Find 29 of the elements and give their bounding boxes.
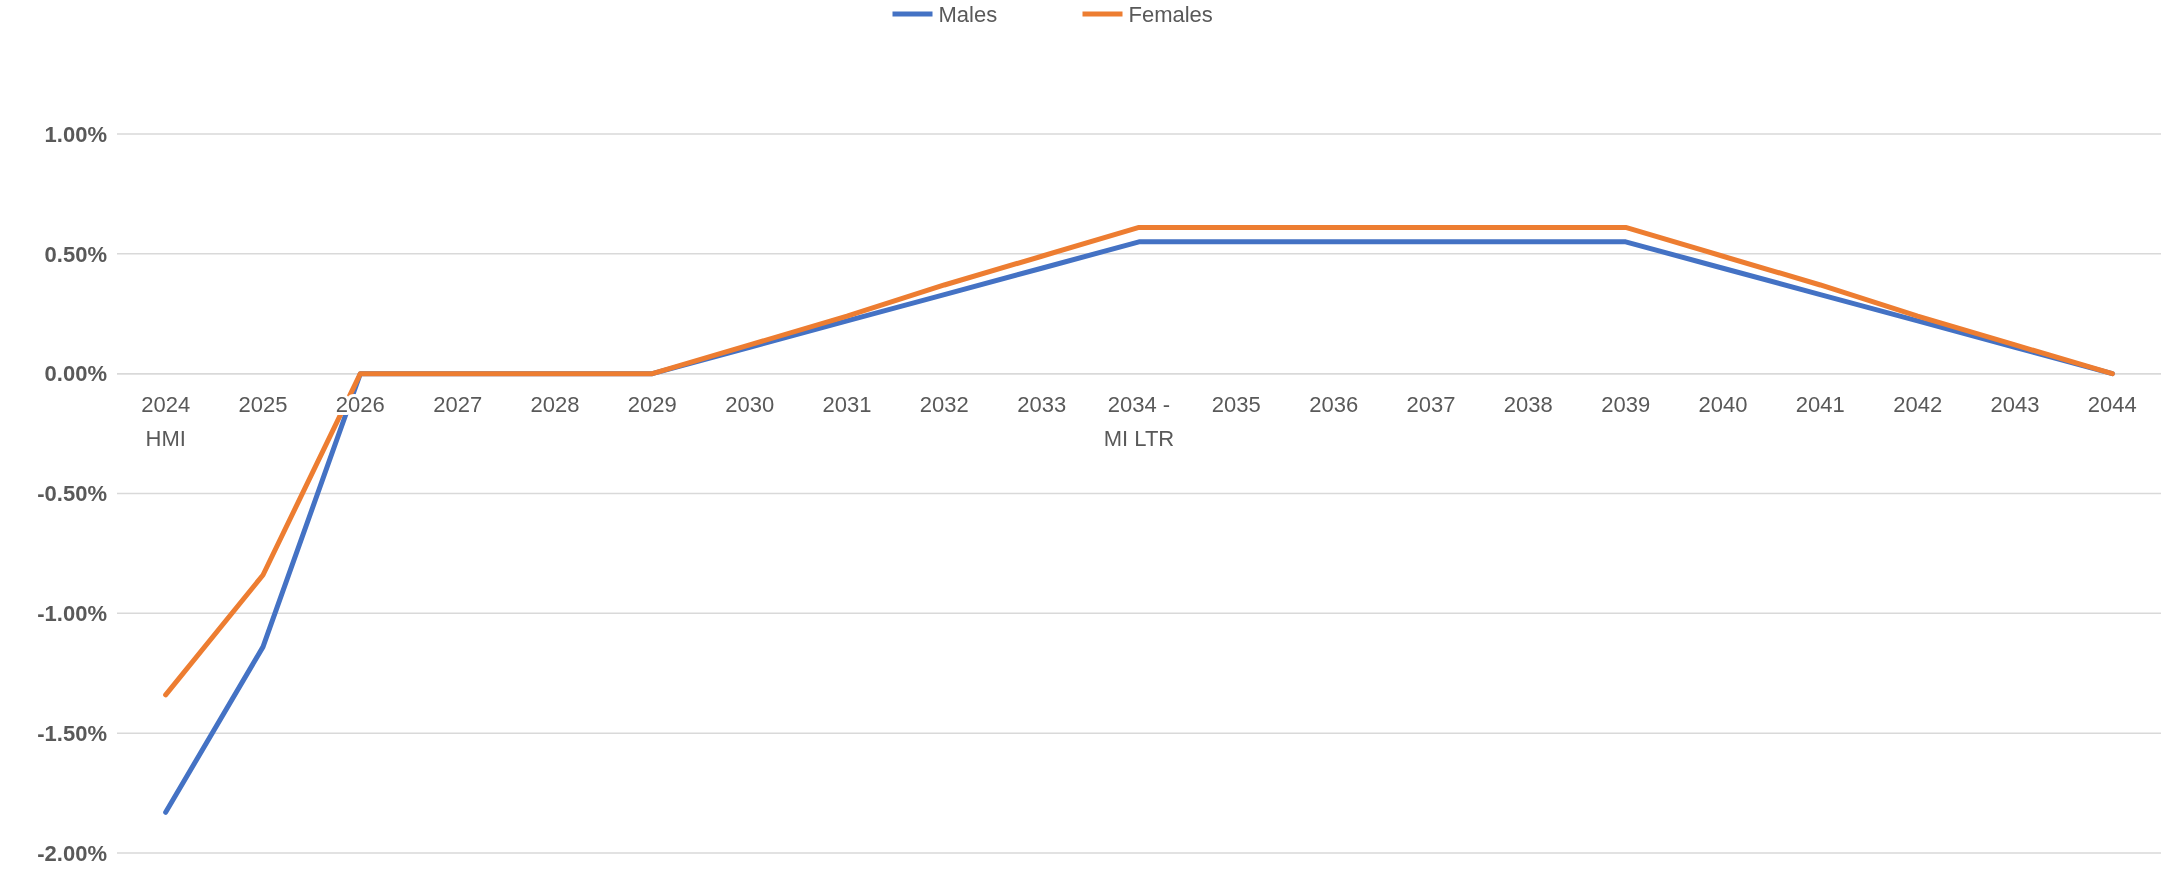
x-tick-label: 2028 xyxy=(530,391,580,417)
x-tick-label: 2038 xyxy=(1503,391,1553,417)
x-tick-label: 2036 xyxy=(1309,391,1359,417)
x-tick-label: 2041 xyxy=(1795,391,1845,417)
x-tick-label: 2039 xyxy=(1601,391,1651,417)
x-tick-label: 2031 xyxy=(822,391,872,417)
x-tick-label: 2030 xyxy=(725,391,775,417)
x-tick-label: 2040 xyxy=(1698,391,1748,417)
x-tick-label: 2037 xyxy=(1406,391,1456,417)
x-tick-label: 2025 xyxy=(238,391,288,417)
y-tick-label: -2.00% xyxy=(37,840,107,866)
x-tick-label: 2033 xyxy=(1017,391,1067,417)
x-tick-label: 2043 xyxy=(1990,391,2040,417)
x-tick-label: 2027 xyxy=(433,391,483,417)
x-tick-label: 2042 xyxy=(1893,391,1943,417)
y-tick-label: 0.00% xyxy=(44,361,107,387)
y-tick-label: -0.50% xyxy=(37,481,107,507)
legend-label: Males xyxy=(938,1,998,27)
x-tick-label: 2044 xyxy=(2087,391,2137,417)
x-tick-label: 2035 xyxy=(1211,391,1261,417)
x-tick-label: 2034 - MI LTR xyxy=(1103,391,1175,451)
x-tick-label: 2032 xyxy=(919,391,969,417)
y-tick-label: -1.00% xyxy=(37,601,107,627)
y-tick-label: 1.00% xyxy=(44,121,107,147)
y-tick-label: 0.50% xyxy=(44,241,107,267)
x-tick-label: 2024 HMI xyxy=(141,391,191,451)
x-tick-label: 2029 xyxy=(627,391,677,417)
legend-label: Females xyxy=(1128,1,1213,27)
y-tick-label: -1.50% xyxy=(37,720,107,746)
